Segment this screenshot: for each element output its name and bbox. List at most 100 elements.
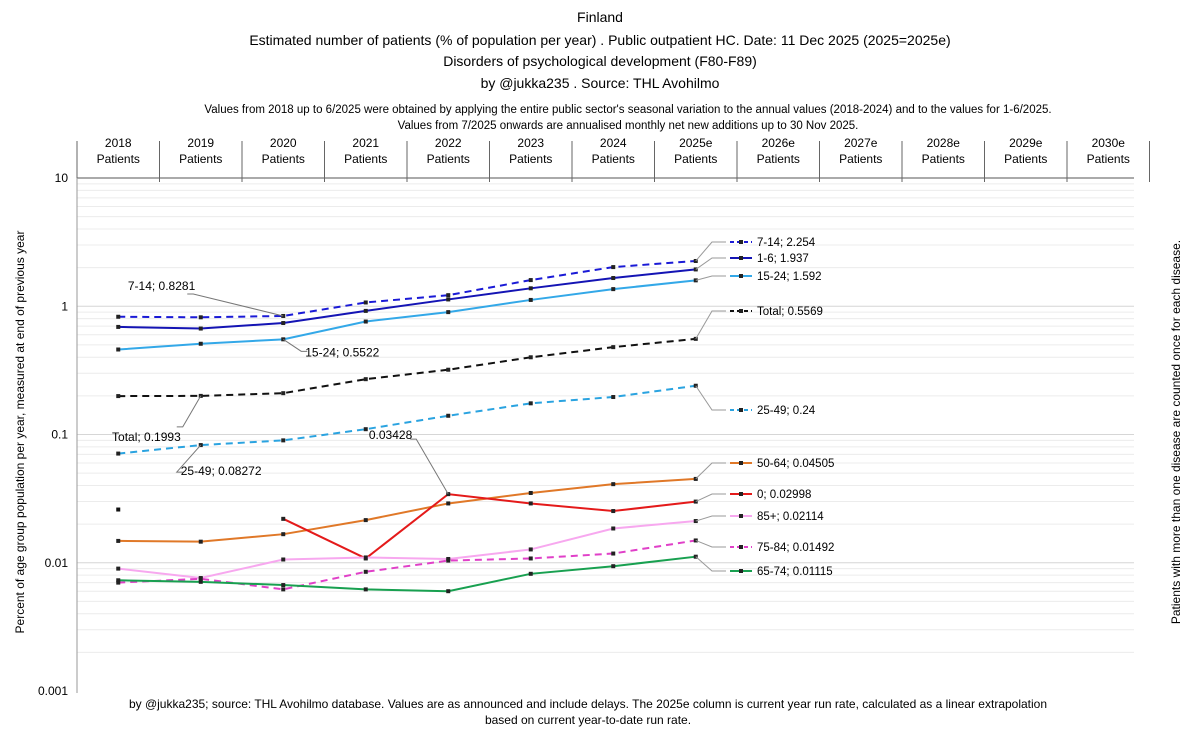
x-tick-label: 2023 [517, 136, 544, 150]
callout-label: Total; 0.1993 [112, 430, 181, 444]
data-point-7-14 [198, 315, 203, 320]
series-line-Total [118, 337, 696, 398]
data-point-75-84 [198, 576, 203, 581]
x-tick-label: 2022 [435, 136, 462, 150]
y-tick-label: 1 [61, 299, 68, 313]
data-point-Total [116, 394, 121, 399]
title-line: by @jukka235 . Source: THL Avohilmo [481, 75, 720, 91]
x-tick-label: 2028e [927, 136, 961, 150]
x-tick-sublabel: Patients [757, 152, 800, 166]
series-line-1-6 [118, 268, 696, 330]
data-point-65-74 [198, 579, 203, 584]
x-tick-sublabel: Patients [839, 152, 882, 166]
legend-marker [739, 309, 743, 313]
data-point-75-84 [446, 558, 451, 563]
title-line: Disorders of psychological development (… [443, 53, 757, 69]
data-point-15-24 [198, 341, 203, 346]
subtitle-line: Values from 7/2025 onwards are annualise… [398, 120, 859, 132]
footer-line: based on current year-to-date run rate. [485, 713, 691, 727]
footer-line: by @jukka235; source: THL Avohilmo datab… [129, 697, 1047, 711]
data-point-50-64 [363, 518, 368, 523]
y-tick-label: 0.1 [51, 428, 68, 442]
x-tick-label: 2021 [352, 136, 379, 150]
data-point-85+ [528, 547, 533, 552]
title-line: Estimated number of patients (% of popul… [249, 32, 950, 48]
end-label-leader [695, 257, 726, 270]
data-point-Total [281, 391, 286, 396]
x-tick-sublabel: Patients [344, 152, 387, 166]
data-point-extra [116, 507, 121, 512]
end-label-leader [695, 275, 726, 281]
x-tick-sublabel: Patients [509, 152, 552, 166]
callout-leader [410, 438, 449, 495]
callout-label: 0.03428 [369, 428, 413, 442]
data-point-25-49 [116, 451, 121, 456]
x-tick-sublabel: Patients [1004, 152, 1047, 166]
callout-label: 15-24; 0.5522 [305, 345, 379, 359]
series-lines [116, 258, 698, 594]
data-point-15-24 [611, 287, 616, 292]
data-point-15-24 [363, 319, 368, 324]
data-point-1-6 [363, 308, 368, 313]
data-point-50-64 [446, 501, 451, 506]
series-line-75-84 [118, 539, 696, 591]
x-axis: 2018 Patients 2019 Patients 2020 Patients 2021… [76, 136, 1150, 182]
data-point-Total [446, 367, 451, 372]
subtitle-line: Values from 2018 up to 6/2025 were obtai… [204, 104, 1051, 116]
data-point-1-6 [281, 321, 286, 326]
end-label: 1-6; 1.937 [757, 253, 809, 265]
callout-leader [176, 395, 202, 428]
end-label: 85+; 0.02114 [757, 511, 824, 523]
callout-leader [282, 338, 308, 352]
data-point-50-64 [116, 538, 121, 543]
legend-marker [739, 256, 743, 260]
data-point-25-49 [528, 401, 533, 406]
legend-marker [739, 492, 743, 496]
callout-leader [175, 444, 202, 473]
series-line-25-49 [118, 384, 696, 455]
data-point-7-14 [611, 265, 616, 270]
data-point-1-6 [116, 324, 121, 329]
end-label-leader [695, 385, 726, 411]
end-label-leader [695, 462, 726, 480]
x-tick-label: 2020 [270, 136, 297, 150]
data-point-50-64 [528, 490, 533, 495]
data-point-7-14 [116, 314, 121, 319]
chart-footer: by @jukka235; source: THL Avohilmo datab… [129, 697, 1047, 727]
end-label-leader [695, 310, 726, 340]
data-point-1-6 [198, 326, 203, 331]
end-label-leader [695, 515, 726, 522]
data-point-75-84 [363, 569, 368, 574]
data-point-1-6 [446, 297, 451, 302]
data-point-25-49 [363, 427, 368, 432]
legend-marker [739, 274, 743, 278]
legend-marker [739, 514, 743, 518]
data-point-0 [281, 516, 286, 521]
end-label-leader [695, 540, 726, 548]
x-tick-label: 2026e [762, 136, 796, 150]
gridlines [77, 183, 1134, 653]
callout-leader [187, 293, 284, 317]
data-point-15-24 [528, 297, 533, 302]
data-point-85+ [611, 526, 616, 531]
callout-label: 25-49; 0.08272 [181, 464, 262, 478]
x-tick-sublabel: Patients [1087, 152, 1130, 166]
end-label-leader [695, 493, 726, 503]
x-tick-label: 2019 [187, 136, 214, 150]
callouts: 7-14; 0.8281 15-24; 0.5522 Total; 0.1993 25… [112, 279, 449, 495]
data-point-75-84 [528, 556, 533, 561]
series-line-15-24 [118, 279, 696, 351]
data-point-0 [528, 501, 533, 506]
x-tick-label: 2024 [600, 136, 627, 150]
x-tick-label: 2025e [679, 136, 713, 150]
data-point-7-14 [446, 293, 451, 298]
end-label: 15-24; 1.592 [757, 271, 822, 283]
data-point-25-49 [611, 395, 616, 400]
y-tick-label: 10 [55, 171, 69, 185]
title-line: Finland [577, 9, 623, 25]
x-tick-label: 2030e [1092, 136, 1126, 150]
x-tick-sublabel: Patients [97, 152, 140, 166]
data-point-50-64 [611, 482, 616, 487]
end-labels: 7-14; 2.254 1-6; 1.937 15-24; 1.592 Total; … [695, 237, 834, 578]
